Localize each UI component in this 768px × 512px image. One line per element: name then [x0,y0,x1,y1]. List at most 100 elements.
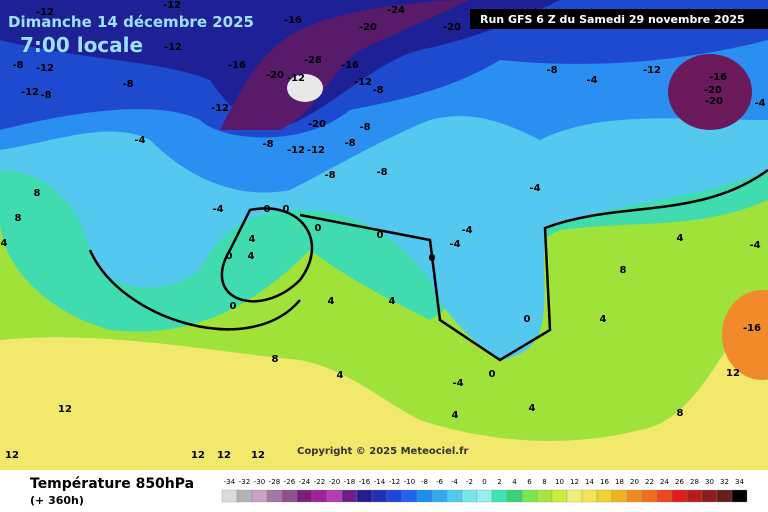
colorbar-swatch [686,489,703,503]
contour-label: -4 [749,240,760,251]
contour-label: 4 [248,251,255,262]
contour-label: -12 [36,7,54,18]
contour-label: -4 [529,183,540,194]
contour-label: 12 [5,450,19,461]
colorbar-swatch [371,489,388,503]
contour-label: -8 [40,90,51,101]
contour-label: 8 [677,408,684,419]
run-banner [470,9,768,29]
contour-label: -16 [743,323,761,334]
colorbar-swatch [581,489,598,503]
colorbar-swatch [416,489,433,503]
contour-label: 0 [377,230,384,241]
isotherm-zero [220,207,314,303]
colorbar-swatch [251,489,268,503]
contour-label: -4 [586,75,597,86]
colorbar-label: 16 [600,478,609,486]
contour-label: -20 [443,22,461,33]
colorbar-swatch [731,489,748,503]
colorbar-label: -24 [299,478,311,486]
colorbar-label: -12 [389,478,400,486]
contour-label: -16 [709,72,727,83]
contour-label: -4 [212,204,223,215]
colorbar-label: 18 [615,478,624,486]
contour-label: -8 [546,65,557,76]
zone-purple [220,0,470,130]
colorbar-label: 34 [735,478,744,486]
contour-label: -8 [12,60,23,71]
contour-label: -4 [134,135,145,146]
colorbar-swatch [266,489,283,503]
contour-label: 8 [34,188,41,199]
contour-label: 8 [15,213,22,224]
contour-label: 0 [283,204,290,215]
run-text: Run GFS 6 Z du Samedi 29 novembre 2025 [480,13,745,26]
colorbar-label: -10 [404,478,415,486]
colorbar-label: 8 [542,478,546,486]
contour-label: -20 [704,85,722,96]
contour-label: 4 [337,370,344,381]
contour-label: -20 [705,96,723,107]
footer-title: Température 850hPa [30,476,194,492]
colorbar-swatch [431,489,448,503]
colorbar-swatch [311,489,328,503]
colorbar-label: 28 [690,478,699,486]
colorbar-label: -32 [239,478,250,486]
contour-labels: -12-12-16-24-20 -20-12-16-8 -12-8-12-8-12-… [1,0,766,461]
colorbar-label: -16 [359,478,371,486]
contour-label: 12 [58,404,72,415]
contour-label: -4 [452,378,463,389]
contour-label: 4 [328,296,335,307]
isotherm-zero [88,168,768,362]
contour-label: -12 [21,87,39,98]
colorbar-label: 6 [527,478,532,486]
colorbar-label: -14 [374,478,386,486]
colorbar-swatch [446,489,463,503]
colorbar-label: -20 [329,478,340,486]
contour-label: -8 [122,79,133,90]
colorbar-swatch [656,489,673,503]
contour-label: 0 [524,314,531,325]
contour-label: -12 [163,0,181,11]
contour-label: 4 [452,410,459,421]
colorbar-swatch [491,489,508,503]
contour-label: -12 [164,42,182,53]
contour-label: -8 [344,138,355,149]
contour-label: -16 [228,60,246,71]
colorbar-swatch [341,489,358,503]
contour-label: 8 [272,354,279,365]
colorbar-label: 14 [585,478,594,486]
zone-purple-east [668,54,752,130]
colorbar-label: -6 [436,478,444,486]
colorbar-swatch [701,489,718,503]
colorbar-swatch [566,489,583,503]
contour-label: -8 [324,170,335,181]
contour-label: -4 [449,239,460,250]
contour-label: -20 [308,119,326,130]
contour-label: 0 [230,301,237,312]
contour-label: -20 [359,22,377,33]
contour-label: 4 [677,233,684,244]
colorbar-swatch [386,489,403,503]
contour-label: -12 [211,103,229,114]
contour-label: 12 [726,368,740,379]
colorbar-label: -26 [284,478,296,486]
colorbar-label: -28 [269,478,280,486]
contour-label: -8 [262,139,273,150]
colorbar-swatch [476,489,493,503]
colorbar-swatch [356,489,373,503]
colorbar-swatch [281,489,298,503]
contour-label: 12 [191,450,205,461]
colorbar-swatch [536,489,553,503]
time-text: 7:00 locale [20,33,143,57]
colorbar-label: -8 [421,478,428,486]
contour-label: 12 [217,450,231,461]
colorbar-label: -30 [254,478,265,486]
colorbar-label: -4 [451,478,459,486]
contour-label: -16 [284,15,302,26]
contour-label: 4 [389,296,396,307]
colorbar-label: 24 [660,478,669,486]
contour-label: -24 [387,5,405,16]
contour-label: 0 [226,251,233,262]
